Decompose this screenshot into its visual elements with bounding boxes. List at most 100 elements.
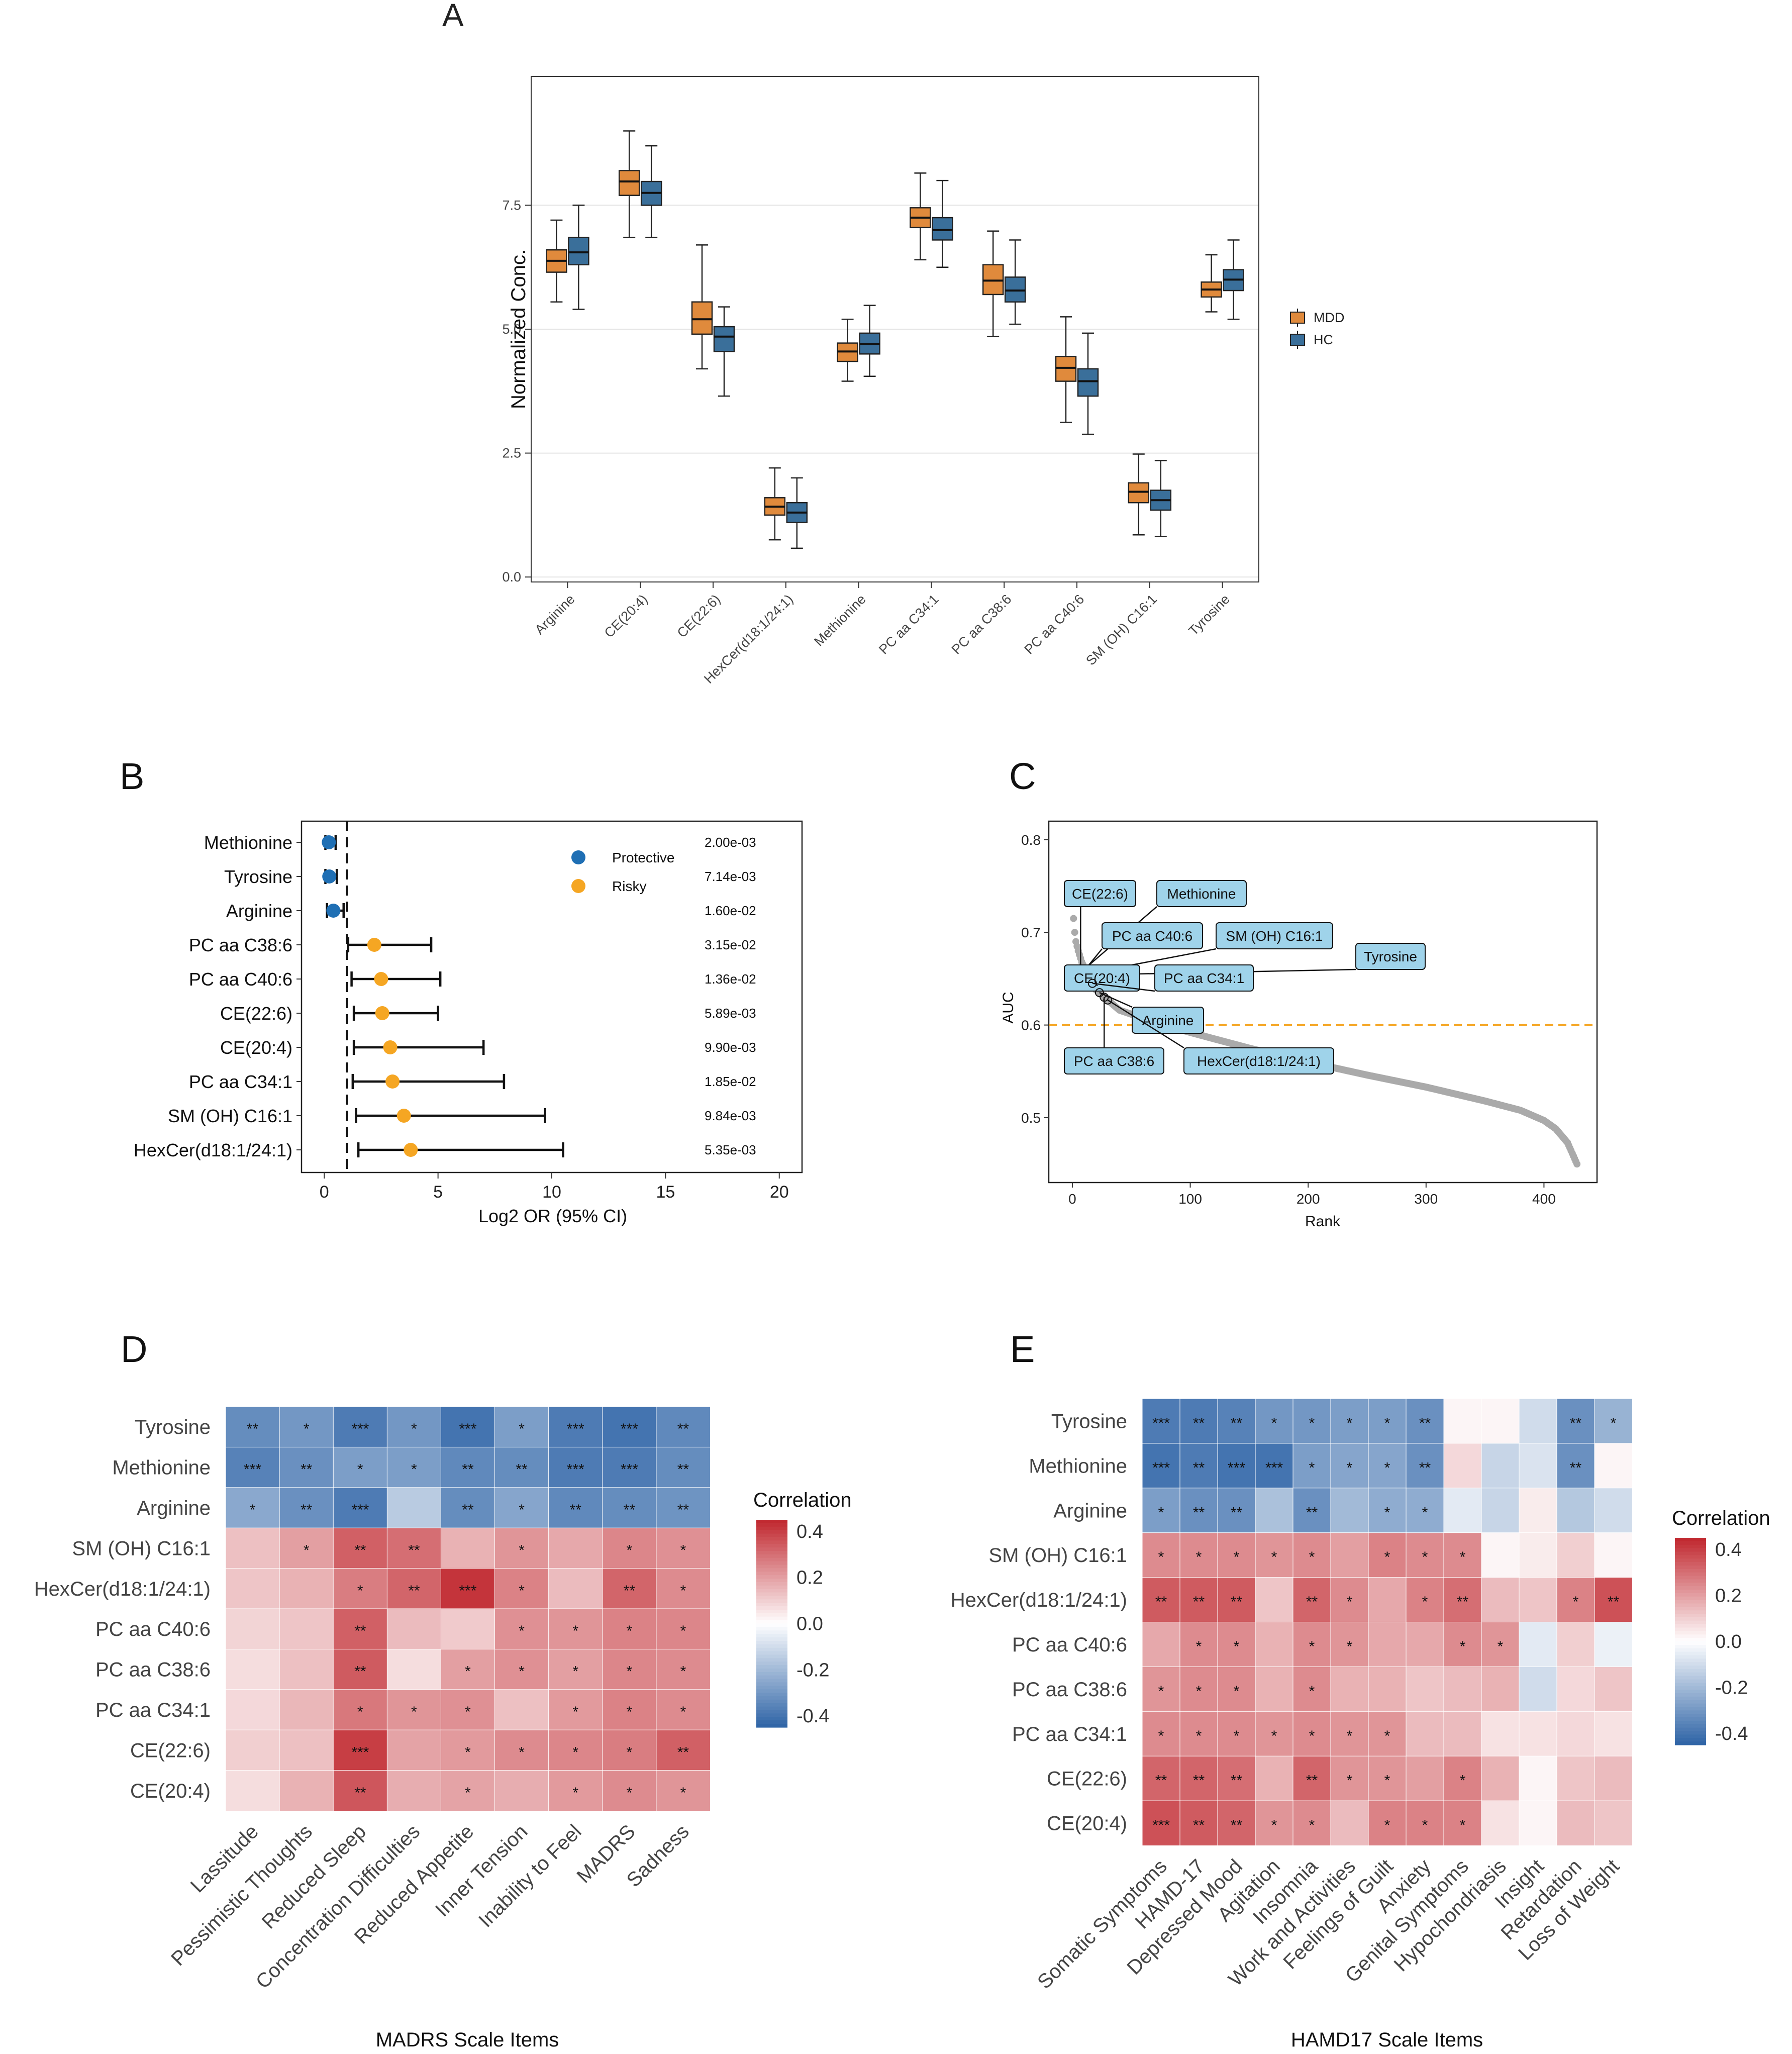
- row-label-sm-oh-c16-1: SM (OH) C16:1: [72, 1537, 211, 1559]
- panel-label-c: C: [1009, 755, 1036, 797]
- heat-cell-hexcer-d18-1-24-1-insomnia: [1292, 1577, 1331, 1623]
- heat-cell-arginine-reduced-sleep: [333, 1487, 388, 1529]
- legend-color-step: [756, 1713, 787, 1717]
- legend-color-step: [756, 1526, 787, 1531]
- legend-color-step: [756, 1606, 787, 1610]
- heat-cell-ce-22-6-somatic-symptoms: [1142, 1755, 1180, 1802]
- legend-color-step: [1675, 1624, 1706, 1628]
- x-axis-title: Rank: [1305, 1213, 1341, 1230]
- legend-color-step: [1675, 1593, 1706, 1597]
- or-point-hexcer-d18-1-24-1: [404, 1143, 418, 1157]
- heat-cell-pc-aa-c38-6-anxiety: [1406, 1666, 1444, 1712]
- sig-stars: *: [1309, 1415, 1315, 1431]
- heat-cell-pc-aa-c40-6-inability-to-feel: [548, 1608, 603, 1650]
- heat-cell-ce-20-4-lassitude: [225, 1770, 280, 1812]
- sig-stars: *: [1611, 1415, 1617, 1431]
- heat-cell-hexcer-d18-1-24-1-reduced-appetite: [440, 1568, 495, 1610]
- legend-color-step: [756, 1561, 787, 1566]
- sig-stars: **: [1608, 1594, 1620, 1610]
- sig-stars: **: [1193, 1504, 1205, 1521]
- heat-cell-methionine-sadness: [656, 1446, 711, 1488]
- heat-cell-pc-aa-c38-6-sadness: [656, 1648, 711, 1690]
- sig-stars: **: [677, 1744, 689, 1760]
- sig-stars: *: [572, 1623, 578, 1639]
- sig-stars: *: [465, 1744, 471, 1760]
- x-tick-label: 0: [320, 1183, 329, 1202]
- heat-cell-ce-22-6-reduced-sleep: [333, 1729, 388, 1771]
- sig-stars: *: [1460, 1773, 1466, 1789]
- y-tick-label: 5.0: [502, 322, 521, 337]
- label-pc-aa-c40-6-box: [1102, 922, 1203, 949]
- heat-cell-methionine-concentration-difficulties: [386, 1446, 442, 1488]
- or-point-ce-20-4: [383, 1040, 397, 1054]
- sig-stars: *: [1271, 1415, 1277, 1431]
- legend-color-step: [1675, 1734, 1706, 1738]
- sig-stars: **: [1306, 1773, 1318, 1789]
- sig-stars: ***: [567, 1461, 584, 1478]
- legend-color-step: [1675, 1555, 1706, 1559]
- legend-color-step: [1675, 1662, 1706, 1666]
- legend-color-step: [756, 1637, 787, 1641]
- heat-cell-sm-oh-c16-1-madrs: [602, 1527, 657, 1569]
- sig-stars: *: [1309, 1728, 1315, 1744]
- heat-cell-hexcer-d18-1-24-1-agitation: [1255, 1577, 1293, 1623]
- legend-label-mdd: MDD: [1314, 310, 1345, 325]
- legend-color-step: [756, 1724, 787, 1728]
- row-label-arginine: Arginine: [1053, 1500, 1127, 1522]
- sig-stars: ***: [1152, 1817, 1170, 1834]
- or-point-ce-22-6: [375, 1006, 389, 1020]
- legend-color-step: [1675, 1620, 1706, 1625]
- sig-stars: ***: [244, 1461, 261, 1478]
- heat-cell-ce-22-6-retardation: [1556, 1755, 1595, 1802]
- legend-color-step: [1675, 1710, 1706, 1714]
- legend-color-step: [1675, 1672, 1706, 1677]
- legend-color-step: [1675, 1576, 1706, 1580]
- legend-color-step: [1675, 1562, 1706, 1566]
- row-label-ce-22-6: CE(22:6): [220, 1003, 292, 1024]
- sig-stars: **: [462, 1502, 474, 1518]
- sig-stars: *: [1347, 1459, 1353, 1476]
- heat-cell-ce-22-6-pessimistic-thoughts: [279, 1729, 334, 1771]
- heat-cell-ce-20-4-somatic-symptoms: [1142, 1800, 1180, 1846]
- legend-tick-label: 0.0: [1715, 1631, 1742, 1652]
- heat-cell-pc-aa-c34-1-lassitude: [225, 1689, 280, 1731]
- heat-cell-arginine-lassitude: [225, 1487, 280, 1529]
- sig-stars: **: [1231, 1504, 1243, 1521]
- legend-tick-label: -0.2: [797, 1659, 829, 1681]
- heat-cell-arginine-depressed-mood: [1217, 1488, 1256, 1533]
- legend-color-step: [756, 1672, 787, 1676]
- sig-stars: *: [250, 1502, 256, 1518]
- legend-color-step: [1675, 1696, 1706, 1701]
- row-label-hexcer-d18-1-24-1: HexCer(d18:1/24:1): [134, 1140, 292, 1160]
- legend-color-step: [1675, 1720, 1706, 1725]
- heat-cell-pc-aa-c40-6-reduced-sleep: [333, 1608, 388, 1650]
- sig-stars: *: [1460, 1817, 1466, 1834]
- sig-stars: **: [1419, 1459, 1431, 1476]
- label-pc-aa-c34-1: PC aa C34:1: [1164, 970, 1244, 986]
- legend-tick-label: -0.4: [797, 1706, 829, 1727]
- legend-tick-label: -0.4: [1715, 1723, 1748, 1744]
- heat-cell-sm-oh-c16-1-hamd-17: [1179, 1532, 1218, 1578]
- heat-cell-sm-oh-c16-1-hypochondriasis: [1481, 1532, 1520, 1578]
- legend-color-step: [756, 1564, 787, 1569]
- legend-color-step: [1675, 1617, 1706, 1621]
- sig-stars: *: [626, 1542, 632, 1558]
- heat-cell-sm-oh-c16-1-loss-of-weight: [1594, 1532, 1633, 1578]
- heat-cell-ce-20-4-pessimistic-thoughts: [279, 1770, 334, 1812]
- heat-cell-arginine-genital-symptoms: [1443, 1488, 1482, 1533]
- heat-cell-ce-20-4-hypochondriasis: [1481, 1800, 1520, 1846]
- row-label-pc-aa-c38-6: PC aa C38:6: [1012, 1679, 1127, 1701]
- legend-color-step: [756, 1568, 787, 1572]
- heat-cell-hexcer-d18-1-24-1-insight: [1519, 1577, 1557, 1623]
- heat-cell-methionine-reduced-appetite: [440, 1446, 495, 1488]
- sig-stars: *: [357, 1583, 363, 1599]
- heat-cell-hexcer-d18-1-24-1-sadness: [656, 1568, 711, 1610]
- heat-cell-pc-aa-c34-1-anxiety: [1406, 1711, 1444, 1757]
- legend-key-hc: [1290, 334, 1305, 346]
- sig-stars: *: [1422, 1549, 1428, 1566]
- sig-stars: *: [626, 1785, 632, 1801]
- sig-stars: **: [1231, 1594, 1243, 1610]
- x-tick-label: 10: [542, 1183, 561, 1202]
- heat-cell-hexcer-d18-1-24-1-inner-tension: [494, 1568, 549, 1610]
- y-tick-label: 0.0: [502, 569, 521, 584]
